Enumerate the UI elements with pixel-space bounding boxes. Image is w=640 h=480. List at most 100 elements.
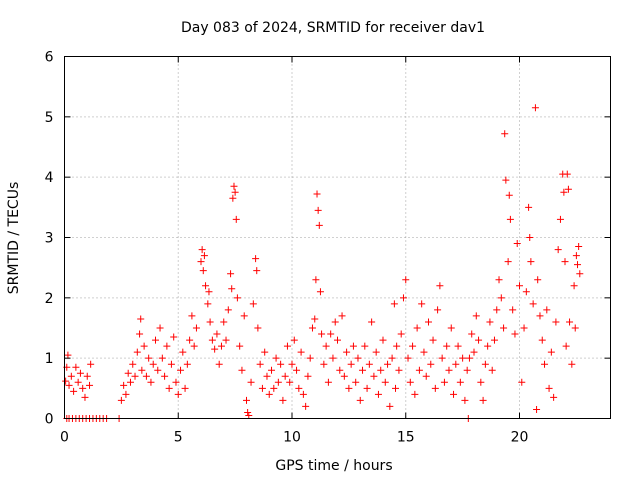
data-point <box>131 372 139 380</box>
data-point <box>74 378 82 386</box>
data-point <box>197 258 205 266</box>
data-point <box>70 387 78 395</box>
data-point <box>320 360 328 368</box>
data-point <box>384 360 392 368</box>
data-point <box>511 330 519 338</box>
data-point <box>188 312 196 320</box>
x-tick-label: 0 <box>60 430 69 446</box>
data-point <box>76 369 84 377</box>
data-point <box>402 276 410 284</box>
data-point <box>541 360 549 368</box>
data-point <box>244 408 252 416</box>
data-point <box>352 378 360 386</box>
data-point <box>556 215 564 223</box>
data-point <box>561 258 569 266</box>
data-point <box>406 378 414 386</box>
data-point <box>322 342 330 350</box>
data-point <box>304 372 312 380</box>
data-point <box>297 348 305 356</box>
data-point <box>299 390 307 398</box>
data-point <box>324 378 332 386</box>
data-point <box>306 354 314 362</box>
data-point <box>318 330 326 338</box>
data-point <box>552 318 560 326</box>
data-point <box>81 393 89 401</box>
data-point <box>288 360 296 368</box>
data-point <box>65 381 73 389</box>
data-point <box>518 378 526 386</box>
data-point <box>379 336 387 344</box>
data-point <box>190 342 198 350</box>
data-point <box>205 288 213 296</box>
data-point <box>117 396 125 404</box>
data-point <box>386 402 394 410</box>
data-point <box>436 282 444 290</box>
data-point <box>345 384 353 392</box>
data-point <box>429 336 437 344</box>
data-point <box>468 330 476 338</box>
data-point <box>313 190 321 198</box>
data-point <box>192 324 200 332</box>
data-point <box>399 294 407 302</box>
data-point <box>308 324 316 332</box>
data-point <box>163 342 171 350</box>
data-point <box>531 104 539 112</box>
data-point <box>236 342 244 350</box>
y-axis-ticks: 0 1 2 3 4 5 6 <box>45 50 611 428</box>
data-point <box>254 324 262 332</box>
data-point <box>566 318 574 326</box>
data-point <box>72 363 80 371</box>
data-point <box>274 378 282 386</box>
data-point <box>543 306 551 314</box>
data-point <box>486 318 494 326</box>
data-point <box>179 348 187 356</box>
data-point <box>505 191 513 199</box>
data-point <box>434 306 442 314</box>
data-point <box>422 372 430 380</box>
data-point <box>560 188 568 196</box>
data-point <box>222 336 230 344</box>
data-point <box>538 336 546 344</box>
data-point <box>295 384 303 392</box>
data-point <box>461 396 469 404</box>
data-point <box>138 366 146 374</box>
data-point <box>281 372 289 380</box>
data-point <box>377 366 385 374</box>
data-point <box>186 336 194 344</box>
data-point <box>213 330 221 338</box>
data-point <box>547 348 555 356</box>
data-point <box>459 354 467 362</box>
data-point <box>293 366 301 374</box>
data-point <box>312 276 320 284</box>
data-point <box>409 342 417 350</box>
data-point <box>575 243 583 251</box>
data-point <box>347 360 355 368</box>
data-point <box>64 351 72 359</box>
data-point <box>481 360 489 368</box>
data-point <box>230 182 238 190</box>
data-point <box>381 378 389 386</box>
data-point <box>395 366 403 374</box>
data-point <box>447 324 455 332</box>
data-points <box>62 104 584 422</box>
x-tick-label: 10 <box>283 430 301 446</box>
data-point <box>215 360 223 368</box>
data-point <box>142 372 150 380</box>
data-point <box>258 384 266 392</box>
data-point <box>199 267 207 275</box>
data-point <box>372 348 380 356</box>
y-tick-label: 2 <box>45 291 54 307</box>
data-point <box>454 342 462 350</box>
data-point <box>270 384 278 392</box>
data-point <box>450 390 458 398</box>
data-point <box>477 378 485 386</box>
x-tick-label: 5 <box>174 430 183 446</box>
data-point <box>506 215 514 223</box>
data-point <box>571 324 579 332</box>
data-point <box>504 258 512 266</box>
data-point <box>86 381 94 389</box>
data-point <box>545 384 553 392</box>
data-point <box>302 402 310 410</box>
data-point <box>172 378 180 386</box>
data-point <box>220 318 228 326</box>
